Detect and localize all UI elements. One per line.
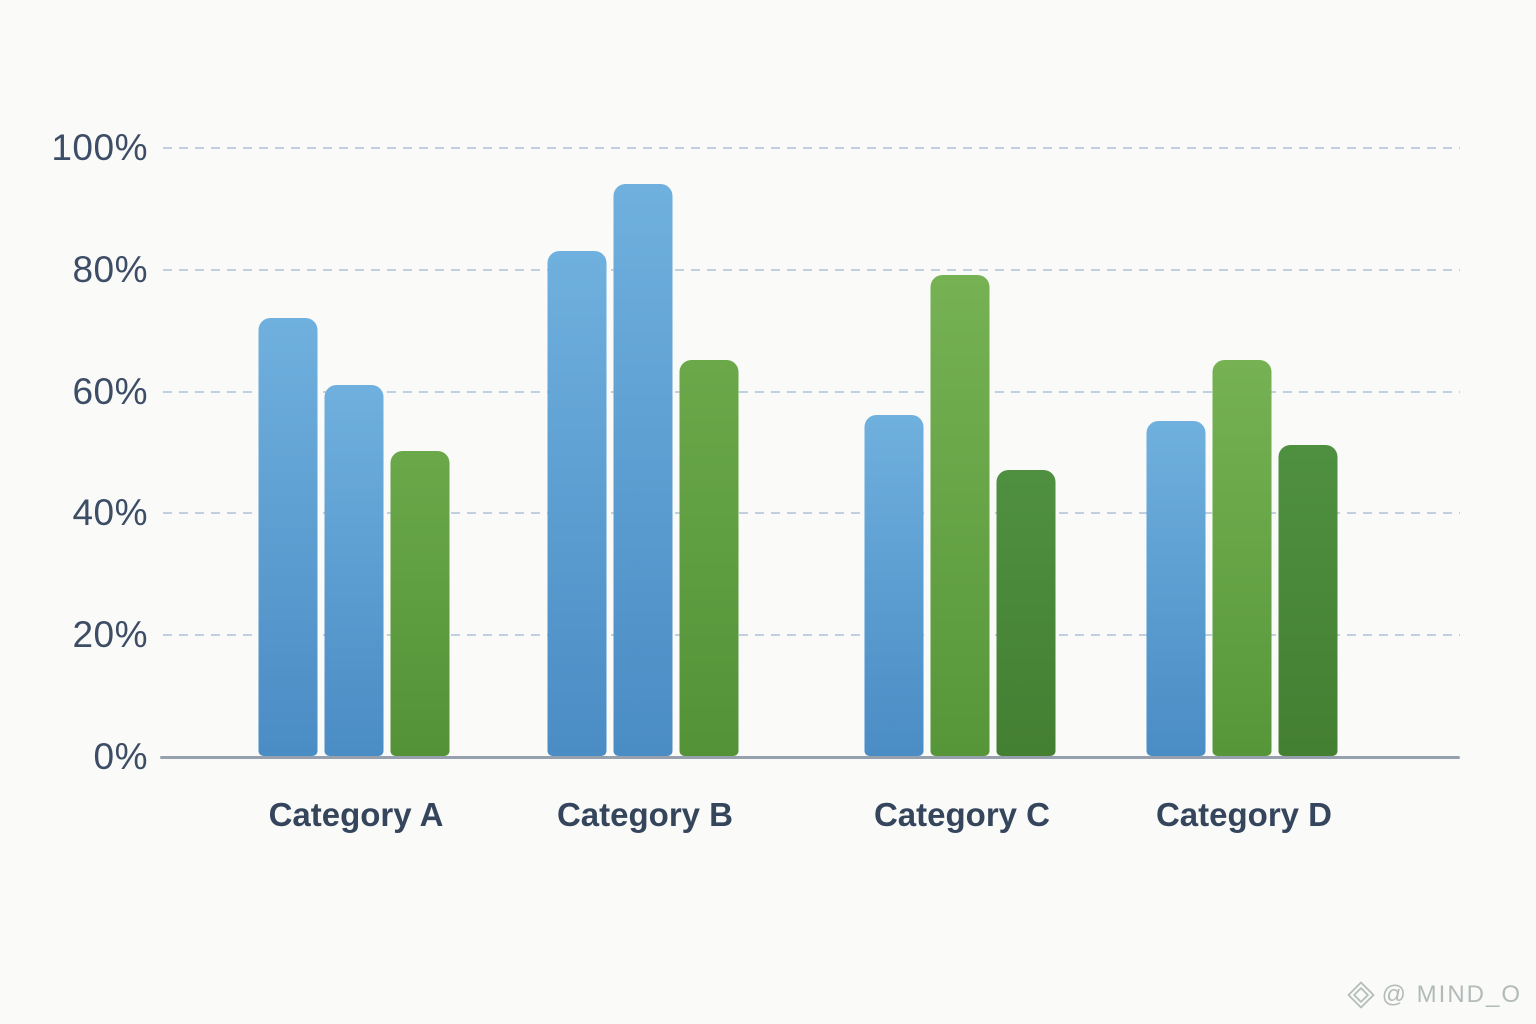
x-axis-label-category-b: Category B [556,796,734,833]
bar-category-b-2 [613,184,673,756]
bar-category-c-1 [864,415,924,756]
bar-category-b-3 [679,360,739,756]
gridline-40 [163,512,1460,515]
y-axis-tick-20: 20% [72,614,148,656]
gridline-20 [163,634,1460,637]
x-axis-line [160,756,1460,759]
bar-category-a-2 [324,385,384,756]
x-axis-label-category-d: Category D [1155,796,1333,833]
y-axis-tick-100: 100% [51,127,148,168]
gridline-80 [163,268,1460,271]
y-axis-tick-60: 60% [72,370,148,412]
y-axis-tick-40: 40% [72,492,148,534]
bar-category-d-1 [1146,421,1206,756]
bar-group-category-a [258,318,450,756]
bar-category-b-1 [547,251,607,756]
bar-category-d-3 [1278,445,1338,756]
bar-category-c-2 [930,275,990,756]
bar-group-category-d [1146,360,1338,756]
x-axis-label-category-a: Category A [268,796,444,833]
bar-category-a-3 [390,451,450,756]
bar-group-category-c [864,275,1056,756]
y-axis-tick-80: 80% [72,248,148,290]
gridline-100 [163,147,1460,149]
bar-group-category-b [547,184,739,756]
gem-diamond-icon [1346,980,1376,1010]
bar-category-a-1 [258,318,318,756]
gridline-60 [163,390,1460,393]
x-axis-label-category-c: Category C [873,796,1051,833]
bar-category-c-3 [996,470,1056,756]
watermark-text: @ MIND_O [1381,981,1522,1008]
bar-category-d-2 [1212,360,1272,756]
y-axis-tick-0: 0% [93,736,148,777]
watermark: @ MIND_O [1346,980,1522,1010]
